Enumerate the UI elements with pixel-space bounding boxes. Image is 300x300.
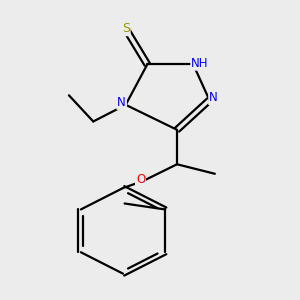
Text: O: O (136, 173, 145, 186)
Text: N: N (209, 91, 218, 104)
Text: S: S (122, 22, 130, 35)
Text: NH: NH (191, 57, 209, 70)
Text: N: N (117, 96, 126, 109)
